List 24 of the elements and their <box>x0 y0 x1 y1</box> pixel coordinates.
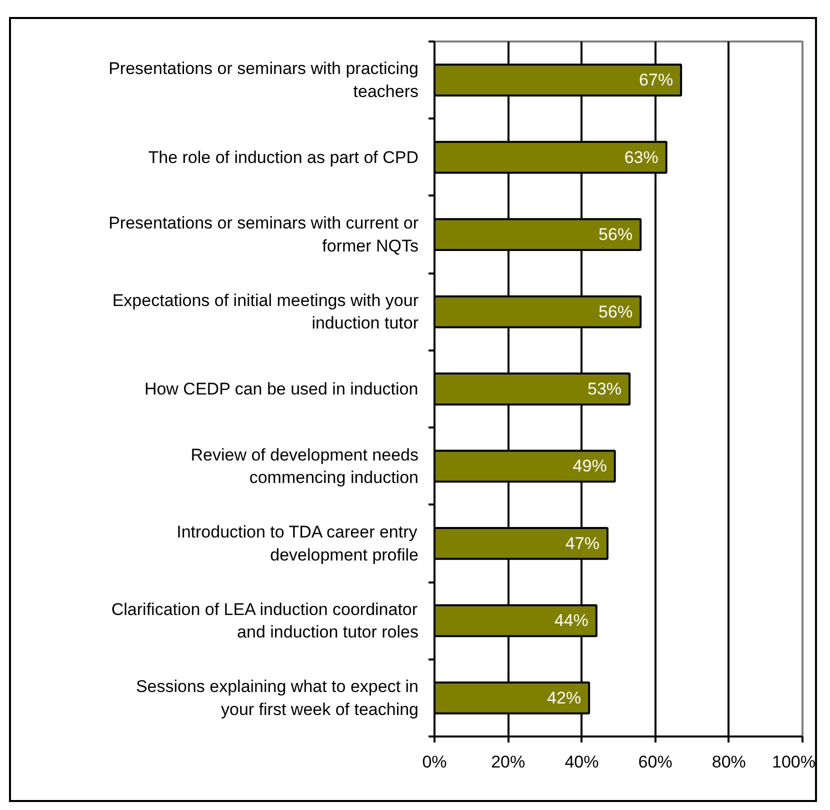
data-label: 47% <box>565 534 600 553</box>
data-label: 53% <box>588 380 622 398</box>
y-tick-label: Presentations or seminars with practicing teachers <box>108 59 419 102</box>
x-tick-label: 100% <box>772 752 816 772</box>
data-label: 67% <box>639 70 674 90</box>
y-tick-label: How CEDP can be used in induction <box>144 380 418 398</box>
y-tick-label: Review of development needs commencing induction <box>190 445 419 488</box>
data-label: 42% <box>547 688 582 708</box>
data-label: 56% <box>598 302 633 322</box>
data-label: 49% <box>572 456 607 476</box>
y-tick-label: Presentations or seminars with current or former NQTs <box>108 214 419 256</box>
x-tick-label: 20% <box>491 752 526 772</box>
y-tick-label: Expectations of initial meetings with your induction tutor <box>112 290 419 333</box>
x-tick-label: 60% <box>638 752 672 772</box>
x-tick-label: 80% <box>712 752 746 772</box>
x-tick-label: 0% <box>422 752 447 772</box>
x-tick-label: 40% <box>564 752 599 772</box>
y-tick-label: The role of induction as part of CPD <box>148 148 418 167</box>
y-tick-label: Clarification of LEA induction coordinator and induction tutor roles <box>111 600 419 642</box>
y-tick-label: Sessions explaining what to expect in your first week of teaching <box>136 676 419 719</box>
data-label: 63% <box>624 148 658 167</box>
data-label: 44% <box>554 611 588 630</box>
data-label: 56% <box>598 225 633 244</box>
y-tick-label: Introduction to TDA career entry development profile <box>176 522 419 564</box>
